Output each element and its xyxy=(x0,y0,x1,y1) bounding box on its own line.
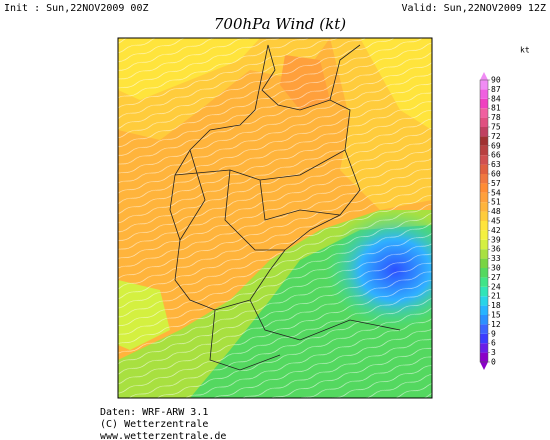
footer-line: Daten: WRF-ARW 3.1 xyxy=(100,407,208,418)
colorbar-tick-label: 63 xyxy=(491,160,501,169)
colorbar-swatch xyxy=(480,192,488,203)
colorbar-tick-label: 24 xyxy=(491,282,501,291)
colorbar-tick-label: 84 xyxy=(491,94,501,103)
colorbar-tick-label: 66 xyxy=(491,151,501,160)
colorbar-tick-label: 36 xyxy=(491,245,501,254)
colorbar-swatch xyxy=(480,249,488,259)
colorbar-swatch xyxy=(480,117,488,127)
colorbar-tick-label: 21 xyxy=(491,292,501,301)
colorbar-tick-label: 18 xyxy=(491,301,501,310)
colorbar-swatch xyxy=(480,239,488,250)
colorbar-tick-label: 60 xyxy=(491,170,501,179)
colorbar-tick-label: 3 xyxy=(491,348,496,357)
colorbar-swatch xyxy=(480,164,488,174)
init-label: Init : Sun,22NOV2009 00Z xyxy=(4,3,149,14)
colorbar-swatch xyxy=(480,145,488,156)
colorbar-swatch xyxy=(480,324,488,334)
colorbar-tick-label: 9 xyxy=(491,329,496,338)
map-frame xyxy=(117,37,433,399)
colorbar-swatch xyxy=(480,127,488,137)
colorbar-swatch xyxy=(480,174,488,184)
colorbar-tick-label: 12 xyxy=(491,320,501,329)
colorbar-swatch xyxy=(480,277,488,287)
map xyxy=(118,38,432,398)
colorbar-tick-label: 90 xyxy=(491,76,501,85)
colorbar-swatch xyxy=(480,258,488,268)
colorbar: 0369121518212427303336394245485154576063… xyxy=(479,72,501,370)
colorbar-swatch xyxy=(480,315,488,325)
colorbar-tick-label: 87 xyxy=(491,85,501,94)
colorbar-swatch xyxy=(480,136,488,146)
colorbar-tick-label: 57 xyxy=(491,179,501,188)
colorbar-tick-label: 39 xyxy=(491,235,501,244)
colorbar-swatch xyxy=(480,221,488,231)
colorbar-swatch xyxy=(480,352,488,362)
colorbar-tick-label: 75 xyxy=(491,123,501,132)
colorbar-tick-label: 0 xyxy=(491,358,496,367)
map-title: 700hPa Wind (kt) xyxy=(214,15,346,33)
colorbar-tick-label: 78 xyxy=(491,113,501,122)
footer-line: (C) Wetterzentrale xyxy=(100,419,208,430)
colorbar-swatch xyxy=(480,268,488,278)
colorbar-tick-label: 6 xyxy=(491,339,496,348)
colorbar-swatch xyxy=(480,286,488,297)
colorbar-tick-label: 81 xyxy=(491,104,501,113)
colorbar-swatch xyxy=(480,296,488,306)
colorbar-swatch xyxy=(480,230,488,240)
colorbar-swatch xyxy=(480,183,488,193)
colorbar-swatch xyxy=(480,108,488,118)
colorbar-tick-label: 51 xyxy=(491,198,501,207)
colorbar-tick-label: 27 xyxy=(491,273,501,282)
colorbar-tick-label: 45 xyxy=(491,217,501,226)
colorbar-swatch xyxy=(480,202,488,212)
colorbar-swatch xyxy=(480,343,488,353)
colorbar-tick-label: 42 xyxy=(491,226,501,235)
colorbar-swatch xyxy=(480,333,488,344)
colorbar-cap xyxy=(480,72,488,80)
colorbar-tick-label: 30 xyxy=(491,264,501,273)
colorbar-tick-label: 15 xyxy=(491,311,501,320)
colorbar-tick-label: 72 xyxy=(491,132,501,141)
footer-line: www.wetterzentrale.de xyxy=(100,431,226,440)
colorbar-swatch xyxy=(480,305,488,315)
colorbar-tick-label: 69 xyxy=(491,141,501,150)
colorbar-swatch xyxy=(480,80,488,90)
colorbar-tick-label: 54 xyxy=(491,188,501,197)
colorbar-swatch xyxy=(480,155,488,165)
colorbar-tick-label: 33 xyxy=(491,254,501,263)
colorbar-unit: kt xyxy=(520,46,530,55)
colorbar-swatch xyxy=(480,211,488,221)
colorbar-swatch xyxy=(480,98,488,109)
colorbar-swatch xyxy=(480,89,488,99)
colorbar-tick-label: 48 xyxy=(491,207,501,216)
colorbar-cap xyxy=(480,362,488,370)
valid-label: Valid: Sun,22NOV2009 12Z xyxy=(402,3,547,14)
